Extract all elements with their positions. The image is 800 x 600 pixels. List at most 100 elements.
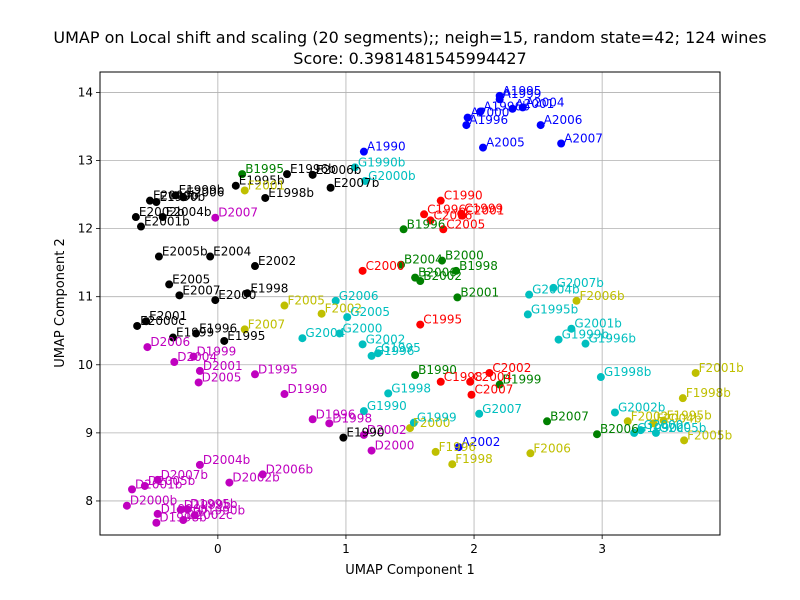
data-point bbox=[140, 481, 149, 490]
data-point-label: B1998 bbox=[459, 259, 498, 273]
data-point bbox=[240, 186, 249, 195]
data-point-label: D2007 bbox=[218, 206, 258, 220]
data-point bbox=[240, 325, 249, 334]
data-point bbox=[593, 430, 602, 439]
data-point-label: G1995b bbox=[531, 302, 578, 316]
data-point-label: G2002b bbox=[618, 400, 665, 414]
data-point-label: E1999b bbox=[179, 183, 225, 197]
data-point bbox=[416, 277, 425, 286]
data-point bbox=[243, 289, 252, 298]
data-point bbox=[554, 335, 563, 344]
data-point-label: B1995 bbox=[245, 162, 284, 176]
data-point bbox=[143, 343, 152, 352]
data-point bbox=[171, 191, 180, 200]
data-point bbox=[335, 329, 344, 338]
data-point bbox=[359, 147, 368, 156]
data-point bbox=[581, 339, 590, 348]
data-point bbox=[495, 380, 504, 389]
data-point bbox=[152, 518, 161, 527]
data-point bbox=[142, 317, 151, 326]
data-point-label: C1999 bbox=[464, 202, 503, 216]
data-point-label: F2001 bbox=[248, 178, 285, 192]
y-tick-label: 14 bbox=[78, 85, 93, 99]
data-point bbox=[678, 394, 687, 403]
data-point-label: G1996b bbox=[588, 332, 635, 346]
data-point-label: D2002c bbox=[186, 508, 232, 522]
data-point bbox=[454, 443, 463, 452]
data-point bbox=[331, 296, 340, 305]
data-point bbox=[411, 370, 420, 379]
data-point-label: E2000 bbox=[218, 288, 256, 302]
data-point-label: D2005 bbox=[202, 370, 242, 384]
data-point bbox=[567, 324, 576, 333]
data-point-label: E1996b bbox=[290, 162, 336, 176]
data-point-label: A2001 bbox=[515, 97, 554, 111]
data-point bbox=[280, 301, 289, 310]
data-point bbox=[251, 370, 259, 379]
data-point-label: B2004 bbox=[404, 253, 443, 267]
data-point bbox=[211, 213, 220, 222]
data-point bbox=[308, 415, 317, 424]
data-point bbox=[467, 390, 476, 399]
data-point bbox=[452, 266, 461, 275]
data-point-label: D1990 bbox=[287, 382, 327, 396]
data-point bbox=[426, 216, 435, 225]
data-point-label: G2000c bbox=[644, 418, 690, 432]
data-point-label: E2006b bbox=[316, 163, 362, 177]
data-point-label: G2007b bbox=[556, 276, 603, 290]
data-point bbox=[225, 478, 234, 487]
data-point-label: F1998b bbox=[686, 386, 731, 400]
y-axis-label: UMAP Component 2 bbox=[53, 238, 68, 367]
data-point-label: E2005 bbox=[172, 272, 210, 286]
data-point-label: G2005b bbox=[659, 421, 706, 435]
data-point-label: E1990b bbox=[159, 190, 205, 204]
x-tick-label: 0 bbox=[214, 542, 222, 556]
data-point-label: F2006 bbox=[533, 441, 570, 455]
data-point bbox=[691, 368, 700, 377]
data-point-label: E2007 bbox=[182, 283, 220, 297]
data-point-label: B1999 bbox=[503, 373, 542, 387]
data-point-label: D2004b bbox=[203, 453, 250, 467]
data-point-label: C1996 bbox=[427, 202, 466, 216]
data-point bbox=[557, 139, 566, 148]
data-point-label: F2005b bbox=[687, 428, 732, 442]
data-point-label: G2002 bbox=[366, 332, 406, 346]
data-point bbox=[436, 377, 445, 386]
data-point bbox=[523, 310, 532, 319]
x-tick-label: 2 bbox=[470, 542, 478, 556]
data-point-label: D2001 bbox=[203, 359, 243, 373]
data-point-label: E2001 bbox=[149, 309, 187, 323]
data-point-label: D2001b bbox=[135, 477, 182, 491]
data-point-label: B2006 bbox=[600, 422, 639, 436]
data-point bbox=[436, 196, 445, 205]
data-point-label: A1996b bbox=[483, 99, 529, 113]
data-point bbox=[325, 419, 334, 428]
data-point-label: G2004b bbox=[532, 283, 579, 297]
data-point-label: A2006 bbox=[544, 113, 583, 127]
data-point-label: D2000 bbox=[375, 439, 415, 453]
data-point-label: E2004b bbox=[166, 205, 212, 219]
data-point-label: F2002 bbox=[325, 302, 362, 316]
data-point-label: C2007 bbox=[474, 383, 513, 397]
data-point bbox=[466, 377, 475, 386]
data-point-label: G2005 bbox=[350, 305, 390, 319]
data-point-label: E2005b bbox=[162, 245, 208, 259]
data-point-label: D1999b bbox=[184, 498, 231, 512]
data-point-label: D2006b bbox=[266, 462, 313, 476]
data-point bbox=[154, 252, 163, 261]
data-point-label: G1990 bbox=[367, 399, 407, 413]
data-point bbox=[153, 475, 162, 484]
data-point-label: B2006 bbox=[418, 266, 457, 280]
data-point bbox=[525, 290, 534, 299]
data-point bbox=[416, 320, 425, 329]
data-point-label: A2002 bbox=[462, 435, 501, 449]
data-point bbox=[131, 213, 140, 222]
data-point bbox=[526, 449, 535, 458]
data-point-label: G2001b bbox=[574, 317, 621, 331]
data-point bbox=[623, 417, 632, 426]
data-point bbox=[170, 358, 179, 367]
data-point-label: F2004b bbox=[656, 411, 701, 425]
data-point-label: C2005 bbox=[446, 217, 485, 231]
data-point-label: A1995 bbox=[503, 84, 542, 98]
